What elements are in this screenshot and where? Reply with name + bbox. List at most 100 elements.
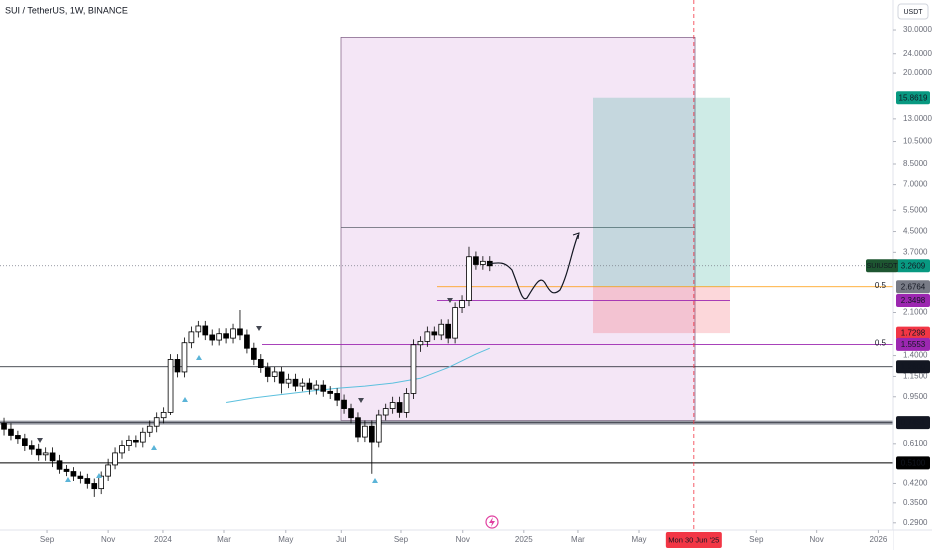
fib-label: 0.5 [875, 339, 887, 348]
candle-body [466, 256, 472, 301]
x-tick-label: Mar [217, 535, 231, 544]
candle-body [389, 402, 396, 409]
candle-body [431, 331, 438, 336]
candle-body [195, 325, 202, 333]
candle-body [126, 439, 132, 446]
cursor-date-label: Mon 30 Jun '25 [668, 535, 719, 544]
x-tick-label: 2026 [870, 535, 888, 544]
candle-body [56, 460, 63, 470]
icon-circle[interactable] [485, 515, 499, 529]
candle-body [285, 378, 292, 384]
candle-body [251, 347, 257, 360]
candle-body [334, 393, 340, 401]
y-tick-label: 10.5000 [903, 137, 932, 146]
sell-markers [37, 298, 453, 443]
range-box [340, 37, 696, 421]
drawings-front [37, 232, 580, 483]
signal-markers [65, 355, 378, 483]
buy-marker [372, 478, 378, 483]
candle-body [264, 367, 271, 377]
y-tick-label: 24.0000 [903, 49, 932, 58]
candle-body [49, 452, 56, 462]
candle-body [313, 384, 320, 390]
buy-marker [151, 445, 157, 450]
projection-curve [487, 234, 579, 300]
price-tag-label: 1.5553 [901, 340, 926, 349]
price-tag [896, 416, 930, 430]
candle-body [42, 452, 49, 456]
sell-marker [256, 326, 262, 331]
candle-body [417, 340, 424, 346]
candle-body [133, 439, 139, 443]
candle-body [320, 384, 327, 392]
candle-body [105, 464, 111, 477]
candle-body [209, 334, 216, 341]
moving-average [226, 347, 490, 403]
candle-body [216, 333, 222, 341]
replay-icon[interactable] [485, 515, 499, 529]
price-tag-label: 1.2600 [901, 362, 926, 371]
candle-body [160, 411, 167, 419]
candle-body [382, 408, 389, 416]
candle-body [257, 359, 264, 369]
currency-button[interactable] [897, 3, 929, 20]
y-tick-label: 5.5000 [903, 205, 928, 214]
y-tick-label: 20.0000 [903, 68, 932, 77]
price-tag-label: 3.2609 [901, 261, 926, 270]
projection-arrowhead [572, 232, 580, 240]
sell-marker [358, 398, 364, 403]
candle-body [348, 408, 354, 419]
y-tick-label: 3.7000 [903, 247, 928, 256]
price-tag [896, 91, 930, 105]
price-tag-label: 0.7451 [901, 418, 926, 427]
x-tick-label: Nov [810, 535, 824, 544]
buy-marker [65, 477, 71, 482]
candle-body [70, 471, 77, 477]
currency-label[interactable]: USDT [903, 9, 923, 16]
price-tag [896, 326, 930, 340]
candle-body [8, 428, 14, 436]
candle-body [237, 328, 243, 336]
candle-body [98, 475, 105, 490]
x-tick-label: 2024 [154, 535, 172, 544]
chart-title: SUI / TetherUS, 1W, BINANCE [5, 5, 128, 15]
stop-zone [593, 286, 730, 334]
candle-body [223, 333, 229, 339]
y-tick-label: 30.0000 [903, 25, 932, 34]
icon-bolt[interactable] [489, 517, 495, 527]
candle-body [15, 435, 21, 440]
symbol-tag [866, 259, 898, 273]
y-tick-label: 0.6100 [903, 439, 928, 448]
candle-body [459, 300, 465, 308]
sell-marker [37, 438, 43, 443]
candle-body [292, 378, 299, 387]
fib-label: 0.5 [875, 281, 887, 290]
candle-body [91, 483, 98, 490]
candle-body [1, 422, 7, 430]
candle-body [362, 425, 368, 438]
candle-body [181, 342, 188, 373]
candle-body [410, 344, 417, 394]
candle-body [341, 399, 347, 409]
candle-body [355, 417, 361, 438]
buy-marker [182, 397, 188, 402]
candle-body [63, 468, 70, 472]
candle-body [473, 256, 479, 265]
candle-body [244, 334, 250, 349]
candle-body [153, 417, 160, 427]
drawings-back: 0.5 0.5 [0, 0, 893, 530]
y-tick-label: 7.0000 [903, 180, 928, 189]
candle-body [202, 325, 209, 336]
price-tag-label: 15.8619 [899, 93, 928, 102]
x-tick-label: Nov [101, 535, 115, 544]
price-series [1, 246, 493, 497]
price-tag [896, 337, 930, 351]
candle-body [230, 328, 236, 339]
y-tick-label: 1.1500 [903, 372, 928, 381]
sell-marker [447, 298, 453, 303]
candle-body [278, 371, 285, 384]
y-tick-label: 2.1000 [903, 308, 928, 317]
x-tick-label: Nov [456, 535, 470, 544]
